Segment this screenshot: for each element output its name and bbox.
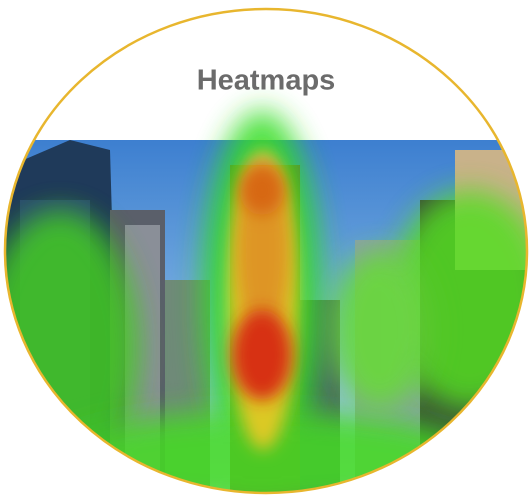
title: Heatmaps — [197, 65, 336, 97]
frame — [3, 7, 529, 495]
